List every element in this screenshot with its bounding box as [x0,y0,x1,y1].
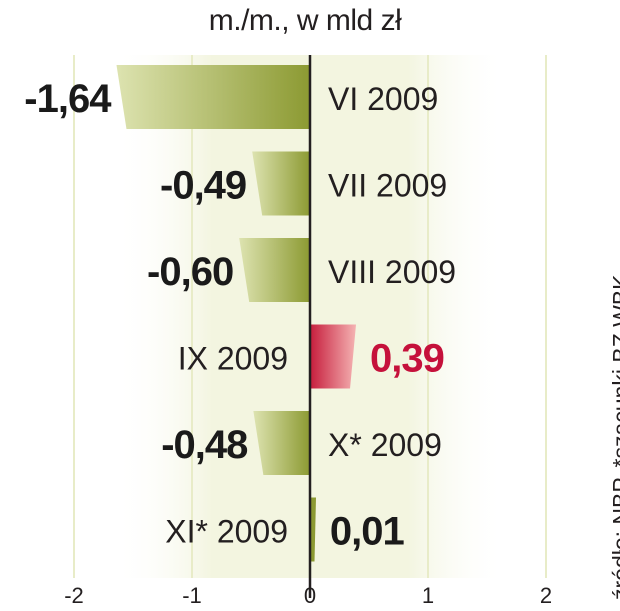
bar [310,324,357,389]
category-label: VII 2009 [328,168,447,204]
chart-title: m./m., w mld zł [208,4,402,37]
tick-label: 2 [540,583,552,608]
category-label: VI 2009 [328,81,438,117]
x-axis-ticks: -2 -1 0 1 2 [64,583,552,608]
value-label: -0,48 [161,423,248,467]
value-label: 0,39 [370,337,444,381]
value-label: 0,01 [330,510,405,554]
category-label: XI* 2009 [165,514,288,550]
bar [239,238,310,302]
tick-label: 0 [304,583,316,608]
category-label: VIII 2009 [328,254,456,290]
tick-label: -1 [182,583,202,608]
gridlines [73,55,547,578]
tick-label: 1 [422,583,434,608]
bar [252,151,310,216]
bar [116,65,310,129]
bars [116,65,357,562]
value-label: -0,49 [160,164,246,208]
bar [253,411,310,475]
category-label: IX 2009 [178,341,288,377]
source-note: źródło: NBP, *szacunki BZ WBK [608,274,620,600]
tick-label: -2 [64,583,84,608]
bar [310,497,316,562]
labels: -1,64 VI 2009 -0,49 VII 2009 -0,60 VIII 2009 0… [24,77,456,554]
category-label: X* 2009 [328,427,442,463]
value-label: -1,64 [24,77,112,121]
value-label: -0,60 [147,250,233,294]
